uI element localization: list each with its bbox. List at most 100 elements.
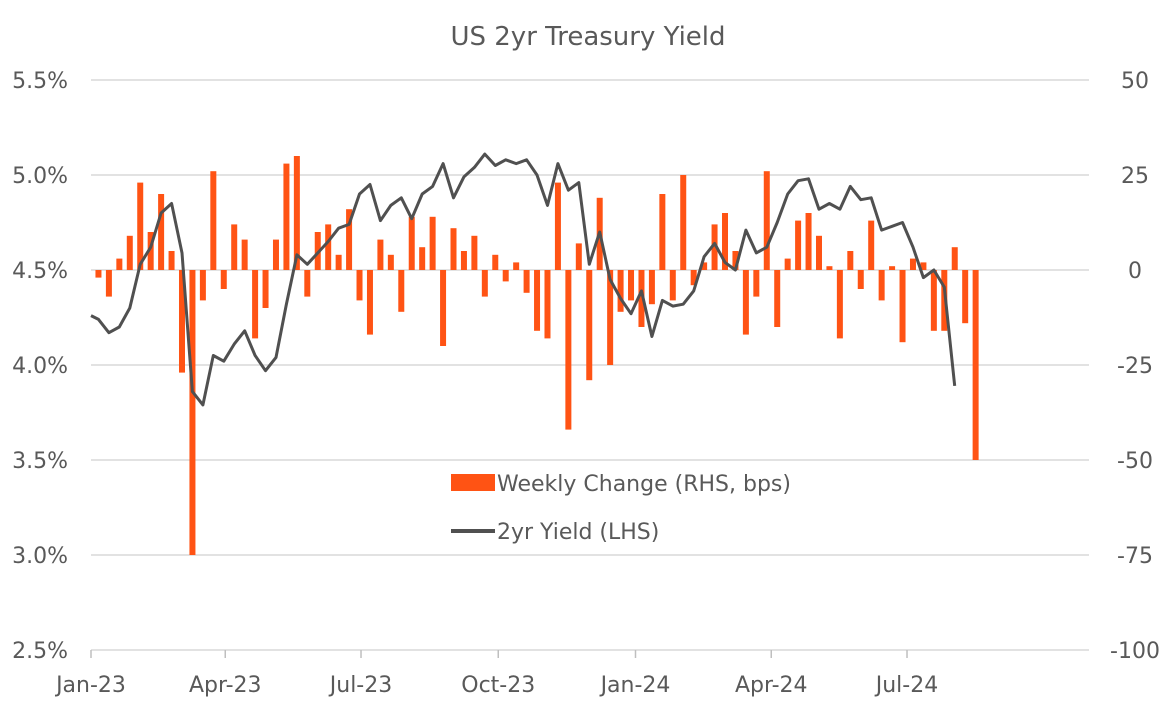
bar [231,224,238,270]
bar [909,258,916,270]
y-right-tick-label: -25 [1117,354,1153,379]
bar [930,270,937,331]
bar [220,270,227,289]
bar [116,258,123,270]
bar [335,254,342,270]
bar [481,270,488,297]
y-left-tick-label: 3.5% [12,449,68,474]
bar [701,262,708,270]
bar [398,270,405,312]
bar [857,270,864,289]
x-tick-label: Apr-23 [189,673,262,698]
bar [732,251,739,270]
bar [252,270,259,339]
y-left-tick-label: 4.0% [12,354,68,379]
bar-series [95,156,979,555]
y-left-tick-label: 3.0% [12,544,68,569]
bar [272,239,279,270]
bar [189,270,196,555]
legend-label-weekly-change: Weekly Change (RHS, bps) [497,472,791,497]
bar [753,270,760,297]
legend-swatch-weekly-change [451,474,495,491]
bar [617,270,624,312]
bar [293,156,300,270]
bar [126,235,133,270]
bar [815,235,822,270]
bar [638,270,645,327]
chart-title: US 2yr Treasury Yield [450,22,725,52]
bar [899,270,906,343]
bar [962,270,969,324]
bar [346,209,353,270]
x-axis: Jan-23 Apr-23 Jul-23 Oct-23 Jan-24 Apr-24 Jul-… [54,650,938,698]
bar [450,228,457,270]
bar [774,270,781,327]
bar [889,266,896,270]
bar [575,243,582,270]
bar [147,232,154,270]
bar [868,220,875,270]
bar [534,270,541,331]
y-right-tick-label: 50 [1121,69,1149,94]
bar [544,270,551,339]
y-left-tick-label: 5.5% [12,69,68,94]
bar [95,270,102,278]
bar [659,194,666,270]
y-left-tick-label: 2.5% [12,639,68,664]
bar [210,171,217,270]
bar [784,258,791,270]
bar [440,270,447,346]
bar [325,224,332,270]
bar [304,270,311,297]
legend-label-2yr-yield: 2yr Yield (LHS) [497,520,659,545]
bar [460,251,467,270]
bar [429,216,436,270]
bar [628,270,635,301]
x-tick-label: Jan-23 [54,673,126,698]
bar [408,216,415,270]
x-tick-label: Oct-23 [461,673,535,698]
bar [951,247,958,270]
bar [648,270,655,305]
bar [742,270,749,335]
y-right-tick-label: 0 [1128,259,1142,284]
bar [669,270,676,301]
y-left-tick-label: 5.0% [12,164,68,189]
bar [366,270,373,335]
bar [502,270,509,282]
y-right-tick-label: -75 [1117,544,1153,569]
bar [356,270,363,301]
y-right-tick-label: -100 [1110,639,1160,664]
bar [920,262,927,270]
bar [711,224,718,270]
x-tick-label: Jul-24 [874,673,938,698]
bar [763,171,770,270]
left-axis: 2.5% 3.0% 3.5% 4.0% 4.5% 5.0% 5.5% [12,69,68,664]
bar [972,270,979,460]
bar [178,270,185,373]
line-series [90,152,957,407]
bar [795,220,802,270]
y-right-tick-label: 25 [1121,164,1149,189]
x-tick-label: Apr-24 [735,673,808,698]
bar [565,270,572,430]
bar [377,239,384,270]
bar [387,254,394,270]
bar [471,235,478,270]
right-axis: -100 -75 -50 -25 0 25 50 [1110,69,1160,664]
bar [513,262,520,270]
bar [137,182,144,270]
bar [158,194,165,270]
bar [168,251,175,270]
bar [680,175,687,270]
y-left-tick-label: 4.5% [12,259,68,284]
bar [586,270,593,381]
bar [878,270,885,301]
x-tick-label: Jul-23 [328,673,392,698]
bar [826,266,833,270]
bar [492,254,499,270]
bar [283,163,290,270]
bar [105,270,112,297]
bar [847,251,854,270]
